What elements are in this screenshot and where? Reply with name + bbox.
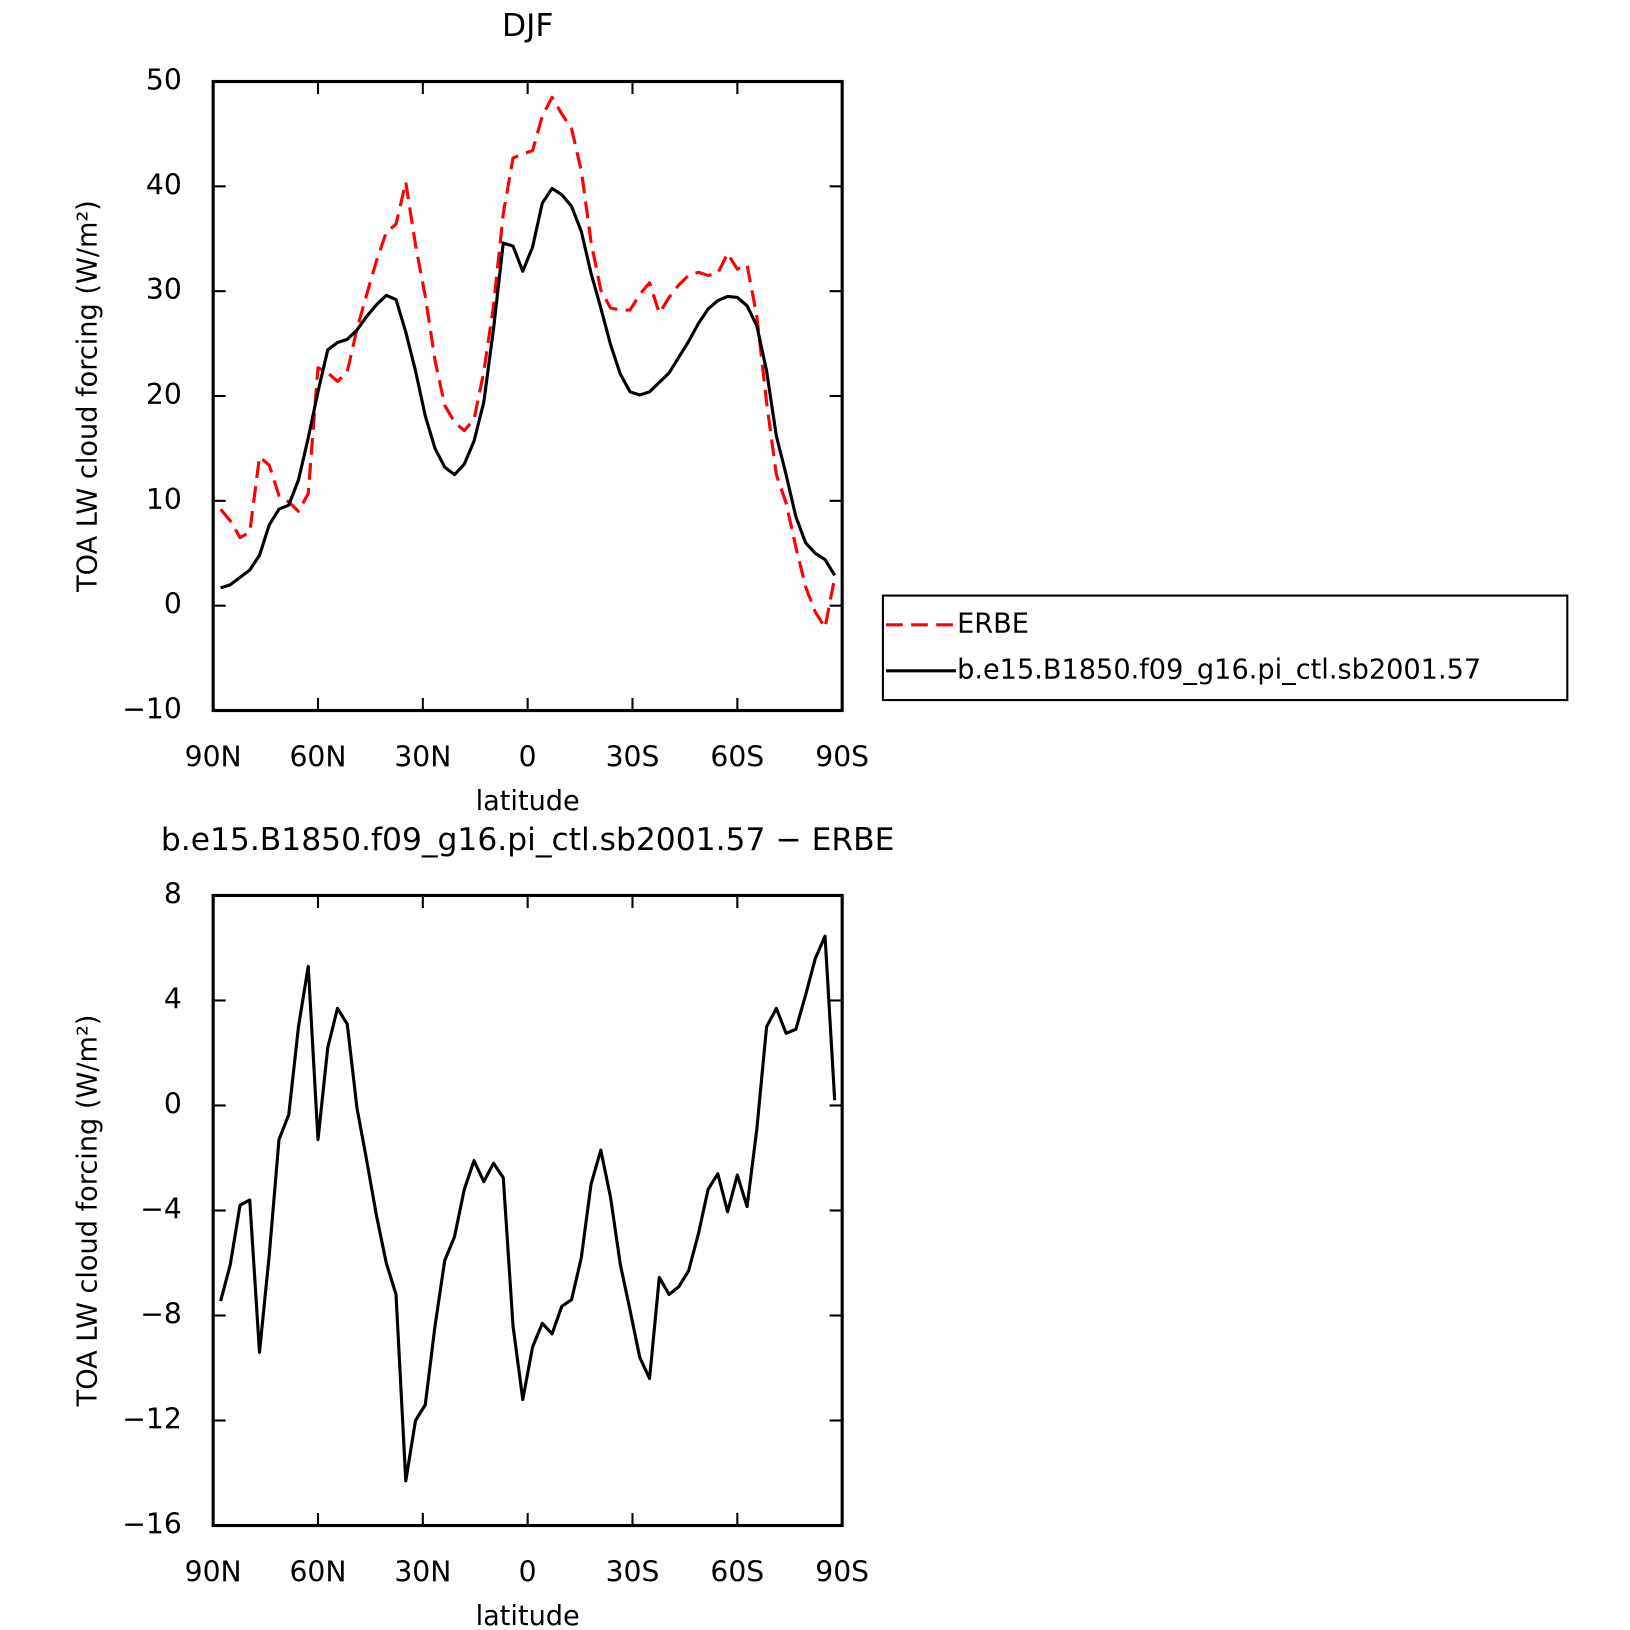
x-tick-label: 90N	[185, 741, 242, 774]
x-tick-label: 60S	[710, 741, 764, 774]
chart-title: b.e15.B1850.f09_g16.pi_ctl.sb2001.57 − E…	[161, 822, 895, 858]
x-tick-label: 0	[519, 741, 537, 774]
x-tick-label: 90S	[815, 741, 869, 774]
y-tick-label: −16	[122, 1508, 182, 1541]
legend-label: ERBE	[957, 608, 1029, 639]
y-tick-label: −4	[140, 1192, 182, 1225]
plot-frame	[211, 893, 844, 1528]
x-tick-label: 0	[519, 1556, 537, 1589]
y-tick-label: 4	[164, 982, 182, 1015]
y-tick-label: 10	[146, 483, 182, 516]
x-axis-label: latitude	[476, 786, 580, 817]
y-tick-label: −10	[122, 693, 182, 726]
y-tick-label: 0	[164, 1087, 182, 1120]
data-line	[220, 186, 837, 590]
y-tick-label: 50	[146, 64, 182, 97]
plot-frame	[211, 79, 844, 713]
x-tick-label: 90N	[185, 1556, 242, 1589]
chart-title: DJF	[502, 8, 553, 44]
x-tick-label: 60N	[289, 1556, 346, 1589]
x-tick-label: 30S	[606, 1556, 660, 1589]
x-tick-label: 60N	[289, 741, 346, 774]
x-tick-label: 60S	[710, 1556, 764, 1589]
data-line	[219, 95, 837, 630]
y-tick-label: 8	[164, 877, 182, 910]
x-tick-label: 90S	[815, 1556, 869, 1589]
x-tick-label: 30S	[606, 741, 660, 774]
legend-label: b.e15.B1850.f09_g16.pi_ctl.sb2001.57	[957, 654, 1481, 685]
x-axis-label: latitude	[476, 1601, 580, 1630]
y-tick-label: −12	[122, 1403, 182, 1436]
x-tick-label: 30N	[394, 1556, 451, 1589]
x-tick-label: 30N	[394, 741, 451, 774]
y-tick-label: −8	[140, 1297, 182, 1330]
y-tick-label: 20	[146, 378, 182, 411]
y-tick-label: 40	[146, 168, 182, 201]
y-axis-label: TOA LW cloud forcing (W/m²)	[72, 200, 103, 593]
y-tick-label: 0	[164, 588, 182, 621]
y-axis-label: TOA LW cloud forcing (W/m²)	[72, 1015, 103, 1408]
data-line	[219, 934, 837, 1483]
y-tick-label: 30	[146, 273, 182, 306]
legend-box	[881, 594, 1569, 702]
